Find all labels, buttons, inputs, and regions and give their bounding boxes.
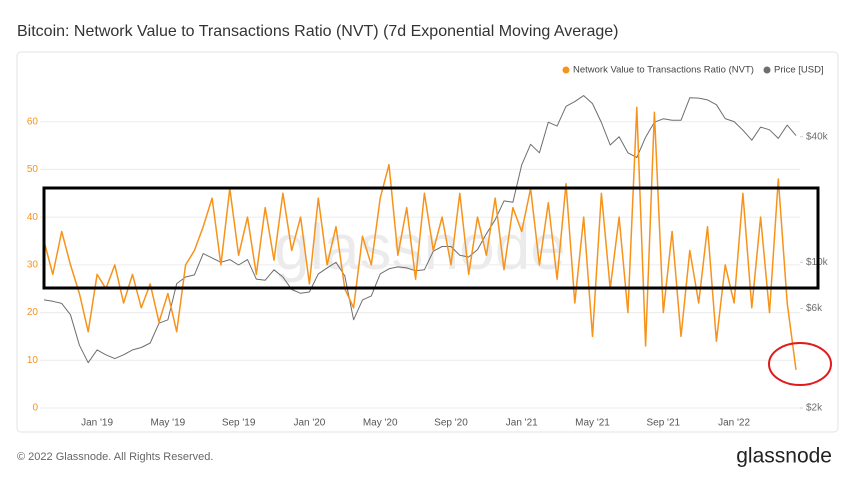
y2-tick-label: $6k (806, 303, 823, 314)
y-tick-label: 40 (27, 212, 39, 223)
x-tick-label: Sep '19 (222, 418, 256, 429)
y-tick-label: 10 (27, 355, 39, 366)
x-tick-label: Sep '21 (646, 418, 680, 429)
y-tick-label: 60 (27, 116, 39, 127)
watermark: glassnode (274, 211, 566, 283)
y2-tick-label: $40k (806, 131, 829, 142)
y-tick-label: 50 (27, 164, 39, 175)
x-tick-label: May '19 (151, 418, 186, 429)
highlight-box (42, 186, 820, 290)
chart-title: Bitcoin: Network Value to Transactions R… (17, 23, 618, 40)
panel (16, 51, 839, 433)
y-tick-label: 30 (27, 259, 39, 270)
legend-label: Network Value to Transactions Ratio (NVT… (573, 65, 754, 76)
series-line (43, 106, 797, 370)
x-tick-label: Jan '20 (293, 418, 325, 429)
x-tick-label: Jan '22 (718, 418, 750, 429)
legend-marker (562, 66, 570, 74)
y-tick-label: 20 (27, 307, 39, 318)
legend-label: Price [USD] (774, 65, 824, 76)
x-tick-label: May '20 (363, 418, 398, 429)
x-tick-label: May '21 (575, 418, 610, 429)
logo: glassnode (736, 445, 832, 468)
y2-tick-label: $2k (806, 403, 823, 414)
y-tick-label: 0 (32, 403, 38, 414)
x-tick-label: Jan '19 (81, 418, 113, 429)
x-tick-label: Jan '21 (506, 418, 538, 429)
footer: © 2022 Glassnode. All Rights Reserved. (17, 451, 213, 463)
x-tick-label: Sep '20 (434, 418, 468, 429)
series-line (43, 95, 797, 364)
legend-marker (763, 66, 771, 74)
highlight-circle (768, 342, 832, 386)
